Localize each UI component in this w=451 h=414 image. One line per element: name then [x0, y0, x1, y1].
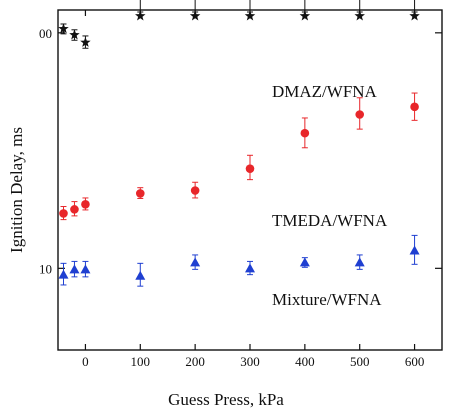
x-tick-label: 100	[131, 354, 151, 369]
data-point-triangle	[190, 257, 200, 266]
x-tick-label: 200	[185, 354, 205, 369]
y-tick-label: 10	[39, 261, 52, 276]
markers	[58, 0, 420, 286]
x-tick-label: 600	[405, 354, 425, 369]
data-point-star	[245, 11, 255, 21]
x-tick-label: 300	[240, 354, 260, 369]
data-point-circle	[410, 103, 419, 112]
data-point-circle	[301, 129, 310, 138]
data-point-triangle	[355, 257, 365, 266]
data-point-star	[300, 11, 310, 21]
y-ticks: 10 00	[39, 26, 442, 277]
x-tick-label: 500	[350, 354, 370, 369]
data-point-circle	[246, 164, 255, 173]
data-point-circle	[81, 200, 90, 209]
data-point-triangle	[410, 246, 420, 255]
data-point-triangle	[69, 264, 79, 273]
data-point-triangle	[58, 270, 68, 279]
data-point-triangle	[245, 263, 255, 272]
series-label: DMAZ/WFNA	[272, 82, 378, 101]
series-label: TMEDA/WFNA	[272, 211, 388, 230]
data-point-circle	[355, 110, 364, 119]
series-star	[58, 0, 420, 48]
data-point-star	[135, 11, 145, 21]
series-triangle	[58, 235, 419, 286]
data-point-circle	[136, 189, 145, 198]
data-point-triangle	[80, 264, 90, 273]
series-labels: DMAZ/WFNA TMEDA/WFNA Mixture/WFNA	[272, 82, 388, 309]
y-tick-label: 00	[39, 26, 52, 41]
x-axis-title: Guess Press, kPa	[168, 390, 284, 409]
x-ticks: 0 100 200 300 400 500 600	[82, 10, 424, 369]
data-point-circle	[191, 186, 200, 195]
y-axis-title: Ignition Delay, ms	[7, 127, 26, 253]
data-point-triangle	[135, 271, 145, 280]
data-point-star	[190, 11, 200, 21]
x-tick-label: 400	[295, 354, 315, 369]
data-point-circle	[70, 205, 79, 214]
series-circle	[59, 93, 419, 220]
series-label: Mixture/WFNA	[272, 290, 382, 309]
x-tick-label: 0	[82, 354, 89, 369]
data-point-star	[409, 11, 419, 21]
data-point-circle	[59, 209, 68, 218]
data-point-triangle	[300, 257, 310, 266]
data-point-star	[354, 11, 364, 21]
